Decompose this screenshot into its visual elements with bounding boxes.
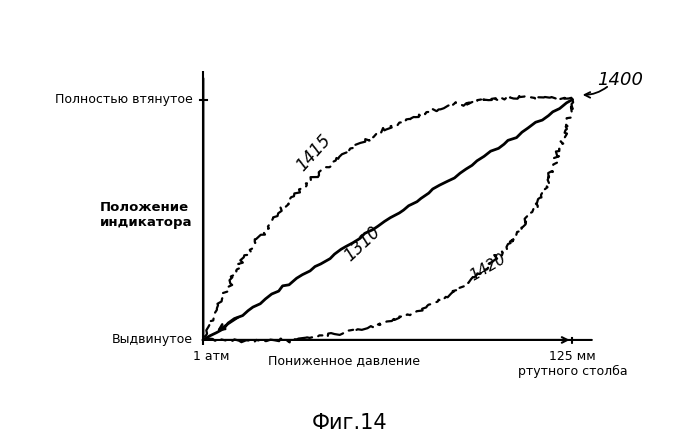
Text: 1 атм: 1 атм [193, 350, 229, 362]
Text: 1400: 1400 [598, 71, 643, 89]
Text: 1310: 1310 [340, 223, 384, 265]
Text: Выдвинутое: Выдвинутое [111, 333, 192, 347]
Text: Фиг.14: Фиг.14 [312, 413, 388, 433]
Text: 1415: 1415 [293, 131, 335, 174]
Text: 125 мм
ртутного столба: 125 мм ртутного столба [518, 350, 627, 377]
Text: Полностью втянутое: Полностью втянутое [55, 93, 192, 106]
Text: Пониженное давление: Пониженное давление [267, 354, 419, 367]
Text: Положение
индикатора: Положение индикатора [100, 201, 192, 229]
Text: 1420: 1420 [467, 251, 508, 284]
